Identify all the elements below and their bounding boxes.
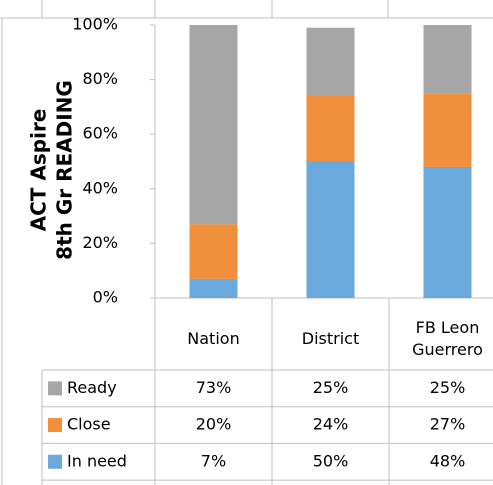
data-label: 50% [313, 451, 349, 470]
y-axis-title: ACT Aspire [27, 109, 51, 232]
y-tick-label: 20% [82, 233, 118, 252]
legend-label: In need [67, 451, 127, 470]
data-label: 20% [196, 415, 232, 434]
data-label: 73% [196, 378, 232, 397]
legend-label: Close [67, 415, 111, 434]
bar-segment [423, 93, 472, 167]
legend-swatch [48, 381, 62, 396]
bar-segment [423, 25, 472, 94]
data-label: 25% [430, 378, 466, 397]
x-tick-label: District [301, 329, 360, 348]
data-label: 48% [430, 451, 466, 470]
bar-segment [189, 278, 238, 298]
y-tick-label: 100% [72, 15, 118, 34]
y-tick-label: 80% [82, 69, 118, 88]
bar-segment [306, 95, 355, 162]
legend-swatch [48, 454, 62, 469]
x-tick-label: FB Leon Guerrero [412, 318, 483, 359]
bar-segment [189, 25, 238, 225]
y-tick-label: 60% [82, 124, 118, 143]
y-axis-title: 8th Gr READING [53, 80, 77, 260]
data-label: 7% [201, 451, 226, 470]
data-label: 27% [430, 415, 466, 434]
category-label-box: FB Leon Guerrero [412, 318, 483, 359]
data-label: 25% [313, 378, 349, 397]
bar-segment [189, 224, 238, 279]
bar-segment [306, 161, 355, 298]
category-label-box: Nation [187, 329, 240, 348]
y-tick-label: 40% [82, 178, 118, 197]
data-label: 24% [313, 415, 349, 434]
category-label-box: District [301, 329, 360, 348]
legend-swatch [48, 418, 62, 433]
bar-segment [306, 27, 355, 96]
legend-label: Ready [67, 378, 117, 397]
bar-segment [423, 166, 472, 298]
x-tick-label: Nation [187, 329, 240, 348]
y-tick-label: 0% [93, 288, 118, 307]
